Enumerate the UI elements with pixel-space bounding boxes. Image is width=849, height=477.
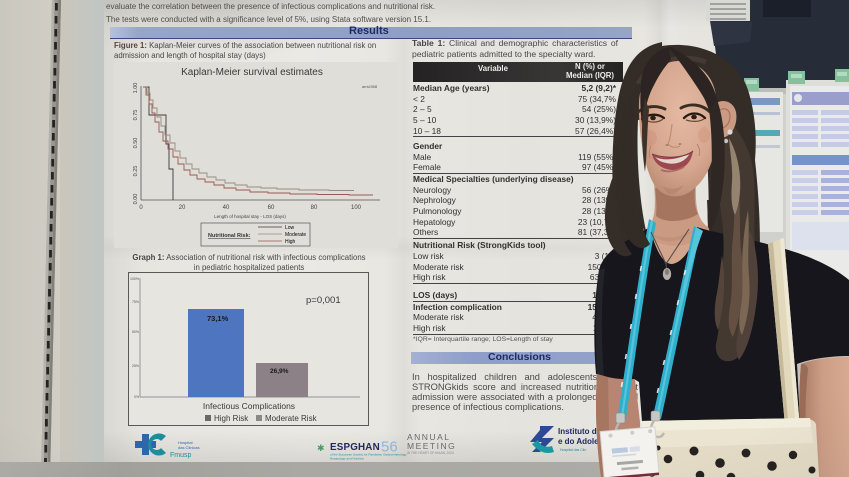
svg-text:High: High — [285, 239, 296, 245]
svg-text:Length of hospital stay - LOS: Length of hospital stay - LOS (days) — [214, 214, 286, 219]
svg-text:Fmusp: Fmusp — [170, 452, 192, 459]
svg-text:p=0,001: p=0,001 — [306, 295, 341, 306]
svg-text:20: 20 — [179, 205, 186, 211]
svg-text:Kaplan-Meier survival estimate: Kaplan-Meier survival estimates — [181, 67, 323, 78]
svg-text:26,9%: 26,9% — [270, 368, 289, 375]
svg-text:0.75: 0.75 — [133, 110, 139, 121]
svg-text:✱: ✱ — [317, 443, 325, 453]
svg-text:80: 80 — [311, 205, 318, 211]
svg-text:amU558: amU558 — [362, 84, 378, 89]
svg-text:Low: Low — [285, 225, 295, 231]
svg-text:50%: 50% — [132, 330, 139, 334]
svg-text:Hospital das Clin: Hospital das Clin — [560, 448, 586, 452]
svg-text:0.00: 0.00 — [133, 194, 139, 205]
svg-text:100: 100 — [351, 205, 362, 211]
svg-text:56: 56 — [381, 439, 398, 456]
svg-text:Infectious Complications: Infectious Complications — [203, 401, 295, 411]
svg-text:Hospital: Hospital — [178, 440, 193, 445]
svg-text:75%: 75% — [132, 300, 139, 304]
svg-text:Hepatology and Nutrition: Hepatology and Nutrition — [330, 457, 364, 461]
svg-text:Moderate Risk: Moderate Risk — [265, 414, 318, 423]
svg-text:0.25: 0.25 — [133, 166, 139, 177]
svg-text:60: 60 — [268, 205, 275, 211]
svg-text:100%: 100% — [130, 277, 139, 281]
svg-text:Moderate: Moderate — [285, 232, 306, 238]
svg-text:73,1%: 73,1% — [207, 314, 229, 323]
svg-text:0%: 0% — [134, 395, 139, 399]
svg-text:das Clinicas: das Clinicas — [178, 445, 200, 450]
svg-text:ESPGHAN: ESPGHAN — [330, 442, 380, 453]
svg-text:40: 40 — [223, 205, 230, 211]
svg-text:Instituto da C: Instituto da C — [558, 427, 609, 436]
svg-text:0.50: 0.50 — [133, 138, 139, 149]
svg-text:0: 0 — [139, 205, 143, 211]
svg-text:High Risk: High Risk — [214, 414, 249, 423]
svg-text:25%: 25% — [132, 364, 139, 368]
svg-text:of the European Society for Pa: of the European Society for Paediatric G… — [330, 453, 407, 457]
svg-text:Nutritional Risk:: Nutritional Risk: — [208, 233, 251, 239]
svg-text:1.00: 1.00 — [133, 83, 139, 94]
svg-text:e do Adole: e do Adole — [558, 437, 599, 446]
